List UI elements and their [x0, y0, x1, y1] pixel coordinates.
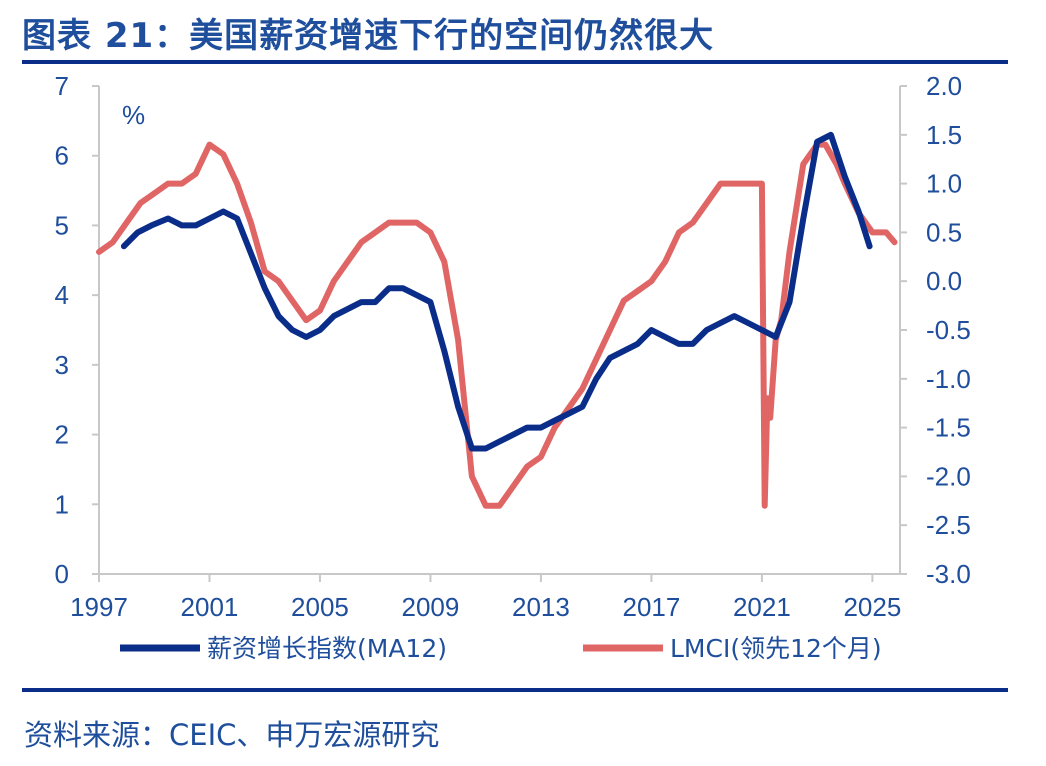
- legend-label-wage-index: 薪资增长指数(MA12): [207, 634, 447, 663]
- right-axis-tick-label: 0.5: [926, 217, 962, 247]
- right-axis-tick-label: -1.5: [926, 413, 971, 443]
- x-axis-tick-label: 2013: [512, 592, 570, 622]
- left-axis-tick-label: 2: [55, 420, 69, 450]
- source-note: 资料来源：CEIC、申万宏源研究: [24, 718, 440, 752]
- footer-divider: [22, 688, 1008, 692]
- right-axis-tick-label: 0.0: [926, 266, 962, 296]
- chart-series: [96, 131, 898, 509]
- left-axis-tick-label: 4: [55, 280, 69, 310]
- left-axis-tick-label: 1: [55, 489, 69, 519]
- line-chart: 0 1 2 3 4 5 6 7 -3.0 -2.5 -2.0 -1.5 -1.0 -0.5 0.0 0.5 1.…: [55, 71, 971, 663]
- left-axis-tick-label: 3: [55, 350, 69, 380]
- x-axis-tick-label: 2009: [402, 592, 460, 622]
- chart-axes: [92, 85, 907, 582]
- left-axis-tick-label: 6: [55, 141, 69, 171]
- chart-legend: 薪资增长指数(MA12) LMCI(领先12个月): [120, 634, 882, 663]
- series-line-lmci: [96, 141, 898, 509]
- legend-label-lmci: LMCI(领先12个月): [670, 634, 882, 663]
- left-axis-tick-label: 5: [55, 210, 69, 240]
- right-axis-tick-label: -1.0: [926, 364, 971, 394]
- left-axis-unit: %: [122, 100, 145, 130]
- left-axis-tick-label: 0: [55, 559, 69, 589]
- right-axis-tick-label: -0.5: [926, 315, 971, 345]
- left-axis-tick-label: 7: [55, 71, 69, 101]
- chart-tick-labels: 0 1 2 3 4 5 6 7 -3.0 -2.5 -2.0 -1.5 -1.0 -0.5 0.0 0.5 1.…: [55, 71, 971, 622]
- x-axis-tick-label: 2025: [843, 592, 901, 622]
- right-axis-tick-label: -2.5: [926, 510, 971, 540]
- x-axis-tick-label: 2021: [733, 592, 791, 622]
- x-axis-tick-label: 2017: [622, 592, 680, 622]
- right-axis-tick-label: -2.0: [926, 461, 971, 491]
- series-line-wage-index: [120, 131, 873, 452]
- x-axis-tick-label: 1997: [70, 592, 128, 622]
- title-divider: [22, 60, 1008, 64]
- right-axis-tick-label: 2.0: [926, 71, 962, 101]
- right-axis-tick-label: 1.5: [926, 120, 962, 150]
- x-axis-tick-label: 2005: [291, 592, 349, 622]
- right-axis-tick-label: -3.0: [926, 559, 971, 589]
- right-axis-tick-label: 1.0: [926, 169, 962, 199]
- chart-title: 图表 21：美国薪资增速下行的空间仍然很大: [22, 16, 715, 56]
- x-axis-tick-label: 2001: [181, 592, 239, 622]
